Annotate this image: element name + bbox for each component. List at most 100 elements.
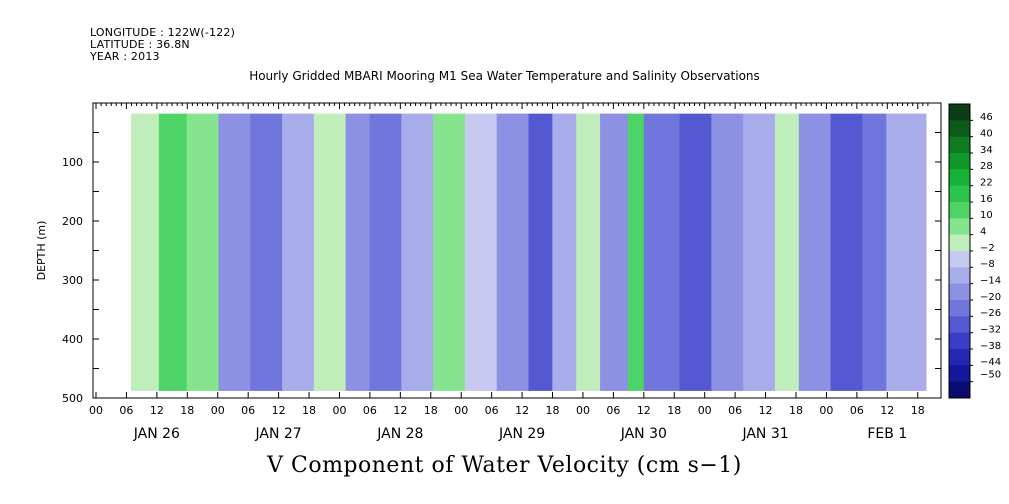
heatmap-band [186,113,219,391]
x-hour-label: 18 [180,404,194,417]
colorbar-label: −32 [980,325,1001,336]
colorbar-swatch [949,136,970,154]
colorbar-swatch [949,218,970,236]
x-day-label: JAN 31 [741,426,788,442]
heatmap-band [798,113,832,391]
heatmap-band [250,113,283,391]
colorbar-label: −20 [980,292,1001,303]
y-tick-label: 300 [62,274,83,287]
colorbar-swatch [949,267,970,285]
colorbar-swatch [949,251,970,268]
heatmap-band [158,113,188,391]
variable-label: V Component of Water Velocity (cm s−1) [267,453,742,478]
heatmap-band [886,113,927,391]
x-hour-label: 06 [850,404,864,417]
y-tick-label: 500 [62,392,83,405]
heatmap-band [627,113,645,391]
colorbar-label: 16 [980,194,993,205]
heatmap-band [743,113,776,391]
colorbar-swatch [949,104,970,121]
heatmap-plot: 00 06 12 18 00 06 12 18 00 06 12 18 00 06 12 18 00 06 12 18… [35,102,1001,442]
colorbar-label: 4 [980,227,986,238]
heatmap-band [401,113,434,391]
colorbar-label: −26 [980,308,1001,319]
heatmap-band [830,113,863,391]
heatmap-band [464,113,498,391]
colorbar-swatch [949,332,970,350]
heatmap-band [862,113,887,391]
colorbar-swatch [949,300,970,317]
x-hour-label: 06 [728,404,742,417]
x-hour-label: 00 [576,404,590,417]
x-hour-label: 00 [211,404,225,417]
latitude-label: LATITUDE : 36.8N [90,38,190,51]
x-hour-label: 12 [759,404,773,417]
colorbar-swatch [949,185,970,203]
x-hour-label: 12 [637,404,651,417]
colorbar-swatch [949,365,970,383]
chart-title: Hourly Gridded MBARI Mooring M1 Sea Wate… [249,69,760,83]
colorbar-swatch [949,316,970,334]
x-day-label: JAN 28 [376,426,423,442]
heatmap-band [600,113,629,391]
x-day-label: JAN 26 [133,426,180,442]
colorbar-label: −38 [980,341,1001,352]
y-axis-label: DEPTH (m) [35,221,48,281]
colorbar-label: 28 [980,161,993,172]
x-hour-label: 06 [485,404,499,417]
colorbar-label: −2 [980,243,995,254]
x-hour-label: 18 [667,404,681,417]
heatmap-band [282,113,315,391]
x-day-label: JAN 29 [498,426,545,442]
heatmap-band [552,113,577,391]
y-tick-label: 100 [62,156,83,169]
colorbar-label: 46 [980,112,993,123]
heatmap-band [369,113,402,391]
y-tick-label: 200 [62,215,83,228]
x-hour-label: 18 [546,404,560,417]
colorbar-swatch [949,169,970,187]
heatmap-band [576,113,601,391]
x-hour-label: 12 [515,404,529,417]
y-tick-label: 400 [62,333,83,346]
x-hour-label: 00 [332,404,346,417]
x-hour-label: 06 [241,404,255,417]
heatmap-band [774,113,800,391]
heatmap-band [345,113,370,391]
x-hour-label: 06 [363,404,377,417]
heatmap-band [313,113,347,391]
x-hour-label: 12 [272,404,286,417]
x-hour-label: 18 [789,404,803,417]
x-hour-label: 18 [424,404,438,417]
x-hour-label: 12 [150,404,164,417]
colorbar-swatch [949,153,970,170]
x-hour-label: 06 [606,404,620,417]
colorbar-swatch [949,202,970,219]
x-hour-label: 12 [393,404,407,417]
colorbar-swatch [949,381,970,399]
heatmap-band [711,113,744,391]
heatmap-band [218,113,251,391]
colorbar-label: −44 [980,357,1001,368]
heatmap-band [679,113,712,391]
x-hour-label: 00 [89,404,103,417]
longitude-label: LONGITUDE : 122W(-122) [90,26,236,39]
x-day-label: JAN 27 [255,426,302,442]
x-day-label: JAN 30 [620,426,667,442]
x-hour-label: 00 [454,404,468,417]
x-hour-label: 12 [880,404,894,417]
x-hour-label: 00 [819,404,833,417]
heatmap-band [131,113,160,391]
heatmap-band [528,113,553,391]
colorbar-swatch [949,349,970,366]
x-hour-label: 18 [302,404,316,417]
colorbar-swatch [949,283,970,301]
colorbar-label: 22 [980,178,993,189]
heatmap-band [643,113,681,391]
x-day-label: FEB 1 [867,426,907,442]
colorbar-swatch [949,234,970,252]
colorbar-label: 10 [980,210,993,221]
colorbar-swatch [949,120,970,138]
colorbar-label: −14 [980,276,1001,287]
heatmap-band [433,113,466,391]
